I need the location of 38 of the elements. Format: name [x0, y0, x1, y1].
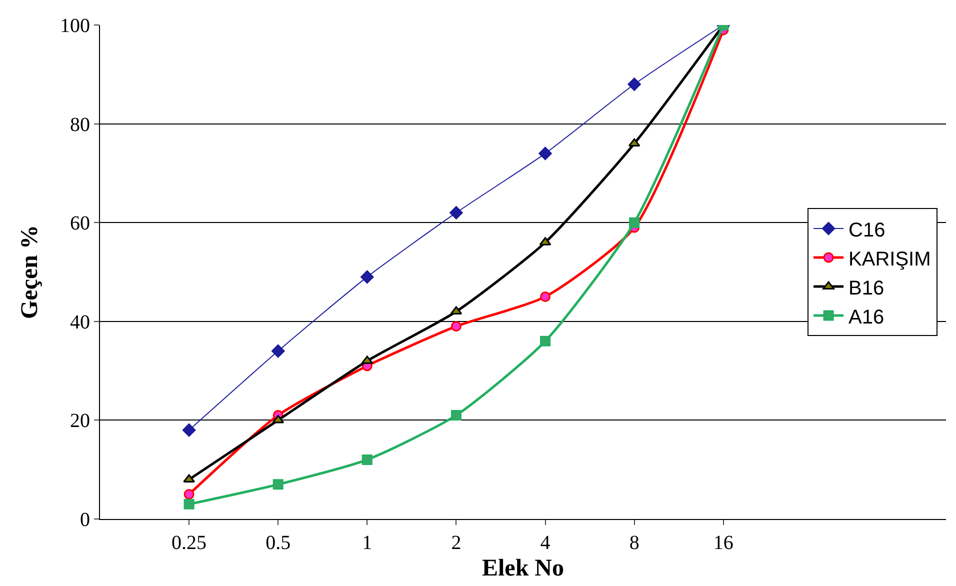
y-tick-label: 60: [70, 212, 90, 235]
x-tick-label: 4: [540, 532, 550, 554]
y-tick-label: 0: [80, 509, 90, 531]
point: [450, 410, 462, 421]
y-axis-title: Geçen %: [17, 225, 44, 319]
point: [362, 454, 372, 465]
point: [450, 306, 462, 315]
point: [629, 217, 640, 228]
x-tick-label: 8: [629, 532, 640, 554]
point: [538, 146, 552, 160]
y-tick-label: 80: [70, 114, 90, 136]
x-axis-title: Elek No: [482, 555, 564, 582]
point: [628, 138, 640, 147]
y-tick-label: 40: [70, 311, 90, 334]
point: [272, 414, 284, 424]
legend-label: B16: [848, 277, 884, 300]
y-tick-label: 20: [70, 410, 90, 432]
point: [540, 336, 551, 346]
point: [272, 344, 285, 358]
legend-label: KARIŞIM: [848, 248, 931, 270]
point: [628, 78, 641, 91]
x-tick-label: 0.25: [172, 532, 207, 554]
x-tick-label: 16: [713, 532, 734, 554]
point: [360, 270, 374, 284]
x-tick-label: 0.5: [266, 532, 291, 554]
x-tick-label: 2: [451, 532, 462, 554]
legend-label: C16: [848, 219, 886, 242]
point: [540, 291, 551, 302]
point: [183, 474, 195, 482]
legend-label: A16: [848, 306, 884, 328]
x-tick-label: 1: [362, 532, 372, 554]
point: [450, 321, 462, 332]
point: [272, 479, 284, 490]
y-tick-label: 100: [60, 15, 90, 37]
point: [182, 423, 196, 437]
point: [184, 498, 194, 510]
point: [184, 489, 194, 500]
point: [450, 206, 463, 220]
